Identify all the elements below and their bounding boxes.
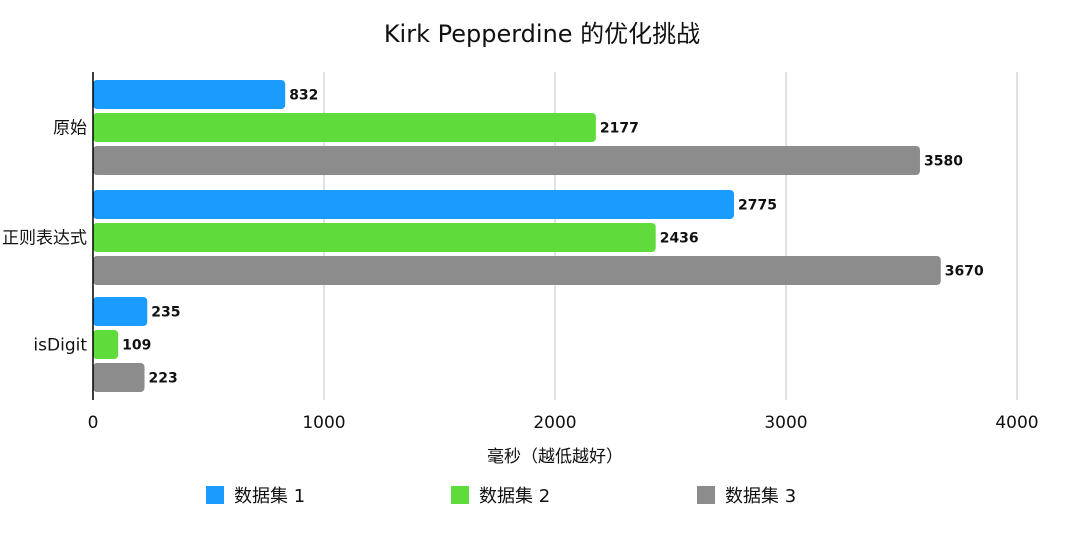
x-tick-label: 4000	[995, 413, 1038, 433]
data-label: 223	[149, 371, 178, 387]
data-label: 3670	[945, 264, 984, 280]
data-label: 109	[122, 338, 151, 354]
legend-label: 数据集 2	[479, 486, 551, 507]
bars	[93, 80, 941, 392]
legend: 数据集 1 数据集 2 数据集 3	[0, 482, 1084, 510]
bar	[93, 190, 735, 219]
bar	[93, 113, 596, 142]
legend-item: 数据集 1	[206, 482, 305, 508]
y-category-label: isDigit	[33, 336, 87, 356]
x-axis-title: 毫秒（越低越好）	[487, 447, 623, 467]
data-label: 3580	[924, 154, 963, 170]
data-label: 2436	[660, 231, 699, 247]
data-label: 2775	[738, 198, 777, 214]
x-tick-label: 3000	[764, 413, 807, 433]
legend-label: 数据集 3	[725, 486, 797, 507]
legend-swatch	[451, 486, 469, 504]
legend-swatch	[697, 486, 715, 504]
legend-label: 数据集 1	[234, 486, 306, 507]
data-label: 832	[289, 88, 318, 104]
chart-title: Kirk Pepperdine 的优化挑战	[383, 20, 701, 48]
bar	[93, 297, 148, 326]
legend-item: 数据集 2	[451, 482, 550, 508]
legend-swatch	[206, 486, 224, 504]
y-category-label: 原始	[53, 119, 87, 139]
x-tick-label: 1000	[302, 413, 345, 433]
legend-item: 数据集 3	[697, 482, 796, 508]
x-tick-label: 0	[88, 413, 99, 433]
bar	[93, 223, 656, 252]
data-label: 2177	[600, 121, 639, 137]
x-tick-label: 2000	[533, 413, 576, 433]
y-category-label: 正则表达式	[2, 229, 87, 249]
bar	[93, 330, 119, 359]
bar	[93, 146, 920, 175]
data-label: 235	[151, 305, 180, 321]
bar	[93, 80, 286, 109]
data-labels: 832 2177 3580 2775 2436 3670 235 109 223	[122, 88, 984, 387]
bar	[93, 256, 941, 285]
bar	[93, 363, 145, 392]
